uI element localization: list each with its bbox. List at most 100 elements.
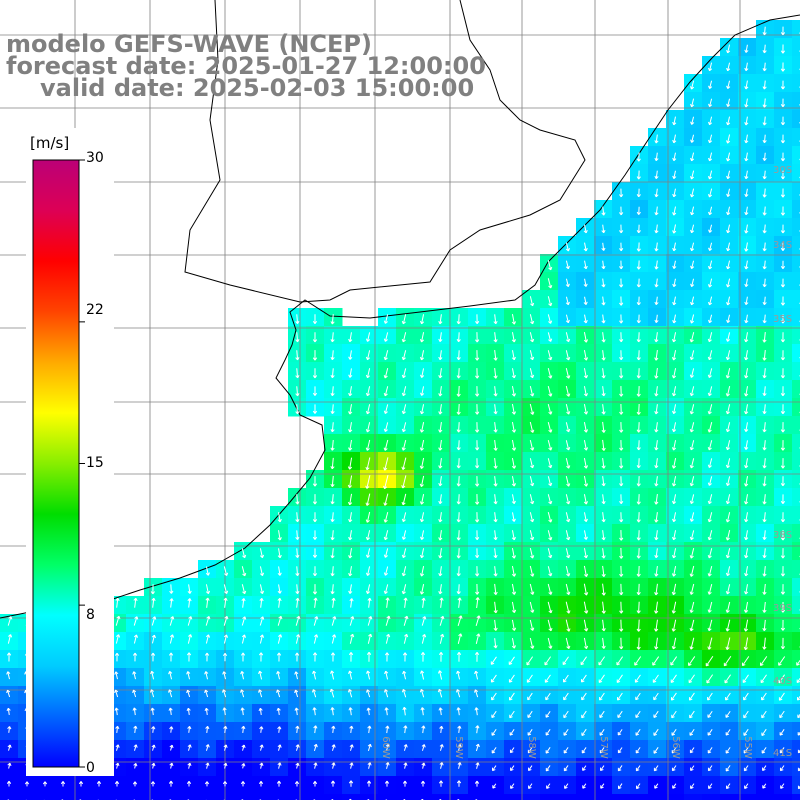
wind-arrow [780, 44, 786, 54]
wind-arrow [726, 296, 731, 306]
wind-arrow [725, 747, 731, 754]
wind-arrow [547, 367, 553, 379]
wind-arrow [383, 350, 389, 361]
wind-arrow [511, 332, 516, 343]
wind-arrow [187, 616, 193, 626]
lat-label-39s: 39S [773, 603, 793, 614]
wind-arrow [778, 674, 786, 684]
wind-arrow [690, 206, 695, 216]
wind-arrow [635, 692, 641, 701]
wind-arrow [652, 674, 659, 683]
wind-arrow [383, 332, 389, 342]
wind-arrow [725, 422, 731, 433]
wind-arrow [169, 616, 175, 626]
wind-arrow [186, 652, 192, 662]
wind-arrow [654, 296, 659, 306]
wind-arrow [241, 725, 246, 733]
wind-arrow [601, 494, 606, 505]
wind-arrow [457, 725, 462, 734]
wind-speed-cell [756, 794, 775, 800]
wind-arrow [475, 350, 480, 361]
wind-arrow [619, 565, 624, 577]
wind-arrow [688, 692, 695, 701]
colorbar-tick-15: 15 [86, 455, 104, 471]
wind-speed-cell [558, 794, 577, 800]
wind-arrow [187, 762, 192, 769]
wind-arrow [744, 783, 749, 789]
wind-arrow [511, 548, 517, 559]
wind-arrow [690, 296, 695, 306]
wind-arrow [601, 260, 606, 270]
wind-arrow [581, 692, 587, 701]
wind-arrow [671, 422, 677, 433]
wind-arrow [420, 530, 425, 540]
wind-arrow [401, 368, 407, 379]
wind-arrow [583, 458, 589, 469]
wind-arrow [223, 566, 229, 576]
wind-arrow [456, 494, 461, 505]
wind-arrow [583, 530, 588, 540]
wind-arrow [509, 692, 515, 701]
wind-arrow [331, 634, 337, 644]
wind-arrow [744, 458, 749, 469]
wind-arrow [169, 584, 174, 594]
wind-arrow [439, 597, 444, 608]
wind-arrow [474, 670, 479, 680]
wind-arrow [348, 670, 353, 680]
wind-arrow [725, 476, 731, 487]
wind-arrow [619, 242, 624, 252]
wind-arrow [636, 548, 641, 559]
wind-arrow [402, 670, 407, 680]
wind-arrow [707, 583, 713, 595]
wind-arrow [762, 548, 767, 559]
wind-arrow [744, 188, 749, 197]
wind-arrow [491, 747, 497, 754]
wind-arrow [419, 688, 425, 698]
wind-arrow [205, 725, 210, 733]
wind-arrow [672, 242, 677, 252]
wind-arrow [689, 350, 695, 361]
wind-arrow [672, 116, 677, 126]
wind-arrow [258, 781, 264, 787]
wind-arrow [743, 619, 749, 632]
wind-arrow [726, 278, 731, 288]
wind-arrow [636, 476, 641, 487]
wind-speed-cell [54, 794, 73, 800]
wind-arrow [547, 512, 553, 523]
wind-arrow [169, 744, 174, 751]
wind-arrow [529, 350, 535, 361]
wind-arrow [636, 422, 641, 433]
wind-arrow [330, 670, 335, 680]
wind-arrow [366, 780, 372, 787]
wind-arrow [438, 368, 443, 379]
wind-arrow [743, 728, 749, 736]
wind-arrow [654, 566, 659, 577]
wind-arrow [526, 656, 534, 666]
wind-arrow [367, 633, 373, 644]
wind-arrow [312, 530, 318, 540]
wind-arrow [312, 584, 318, 595]
wind-arrow [438, 404, 443, 415]
wind-arrow [383, 404, 389, 414]
wind-arrow [475, 314, 480, 324]
wind-arrow [744, 332, 749, 343]
wind-arrow [348, 530, 353, 541]
wind-arrow [529, 530, 535, 541]
wind-arrow [565, 314, 570, 324]
wind-arrow [725, 692, 731, 701]
wind-arrow [493, 638, 498, 649]
wind-speed-cell [198, 794, 217, 800]
wind-arrow [511, 403, 517, 415]
wind-arrow [330, 548, 335, 559]
wind-arrow [601, 224, 606, 234]
wind-speed-cell [792, 38, 800, 57]
wind-arrow [690, 98, 695, 108]
wind-arrow [689, 548, 695, 559]
wind-speed-cell [306, 794, 325, 800]
wind-arrow [726, 44, 731, 54]
wind-arrow [169, 726, 174, 733]
wind-arrow [419, 439, 425, 451]
wind-arrow [401, 332, 407, 343]
wind-arrow [780, 637, 786, 650]
wind-arrow [635, 747, 641, 754]
